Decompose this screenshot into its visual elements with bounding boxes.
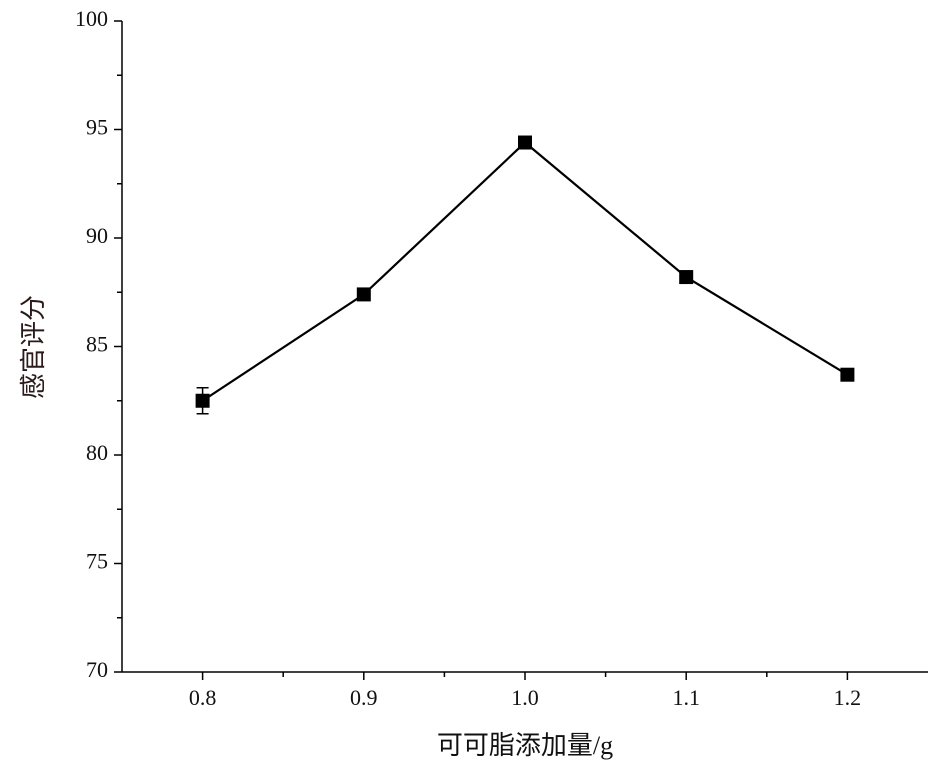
y-tick-label: 95: [86, 115, 108, 140]
x-axis-title: 可可脂添加量/g: [437, 731, 613, 760]
y-axis-title: 感官评分: [19, 295, 48, 399]
marker: [840, 367, 855, 382]
y-tick-label: 70: [86, 657, 108, 682]
x-tick-label: 1.1: [672, 685, 700, 710]
y-tick-label: 100: [75, 6, 108, 31]
marker: [195, 393, 210, 408]
y-tick-label: 90: [86, 223, 108, 248]
line: [201, 141, 848, 402]
marker: [356, 287, 371, 302]
y-tick-label: 80: [86, 440, 108, 465]
marker: [679, 270, 694, 285]
x-tick-label: 1.2: [834, 685, 862, 710]
x-tick-label: 0.9: [350, 685, 378, 710]
y-tick-label: 85: [86, 332, 108, 357]
y-tick-label: 75: [86, 549, 108, 574]
marker: [518, 135, 532, 150]
x-tick-label: 0.8: [189, 685, 217, 710]
x-tick-label: 1.0: [511, 685, 539, 710]
